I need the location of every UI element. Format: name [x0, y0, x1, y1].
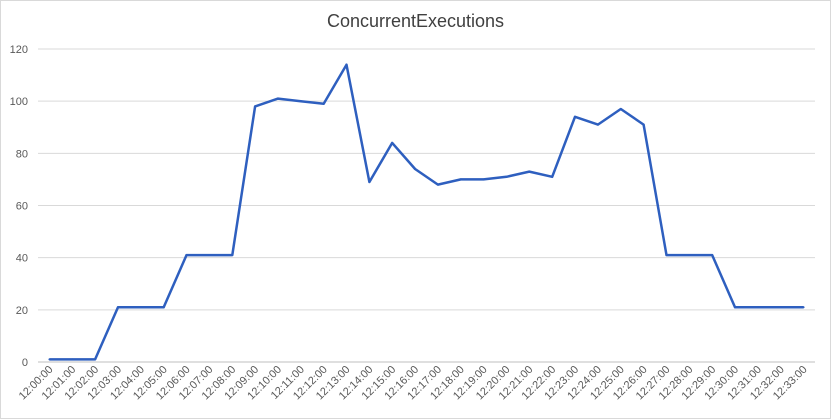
- data-point: [711, 254, 714, 257]
- data-point: [436, 183, 439, 186]
- data-point: [185, 254, 188, 257]
- data-point: [528, 170, 531, 173]
- gridlines: [38, 48, 815, 363]
- data-point: [574, 115, 577, 118]
- series-layer: [48, 63, 805, 361]
- data-point: [391, 141, 394, 144]
- data-point: [505, 175, 508, 178]
- data-point: [368, 181, 371, 184]
- data-point: [665, 254, 668, 257]
- data-point: [779, 306, 782, 309]
- y-tick-label: 40: [16, 253, 28, 265]
- data-point: [208, 254, 211, 257]
- data-point: [345, 63, 348, 66]
- data-point: [94, 358, 97, 361]
- y-tick-label: 0: [22, 357, 28, 369]
- data-point: [688, 254, 691, 257]
- data-point: [322, 102, 325, 105]
- data-point: [231, 254, 234, 257]
- data-point: [254, 105, 257, 108]
- data-point: [596, 123, 599, 126]
- data-point: [459, 178, 462, 181]
- data-point: [71, 358, 74, 361]
- y-tick-label: 60: [16, 201, 28, 213]
- data-point: [482, 178, 485, 181]
- data-point: [642, 123, 645, 126]
- series-line: [49, 63, 804, 361]
- y-tick-label: 100: [10, 96, 28, 108]
- data-point: [48, 358, 51, 361]
- data-point: [116, 306, 119, 309]
- data-point: [551, 175, 554, 178]
- y-tick-label: 120: [10, 44, 28, 56]
- chart-title: ConcurrentExecutions: [326, 11, 505, 31]
- data-point: [734, 306, 737, 309]
- data-point: [619, 107, 622, 110]
- data-point: [802, 306, 805, 309]
- y-axis-tick-labels: 0 20 40 60 80 100 120: [10, 44, 28, 369]
- data-point: [139, 306, 142, 309]
- x-axis-tick-labels: 12:00:0012:01:0012:02:0012:03:0012:04:00…: [17, 364, 810, 403]
- data-point: [414, 167, 417, 170]
- y-tick-label: 20: [16, 305, 28, 317]
- y-tick-label: 80: [16, 148, 28, 160]
- data-point: [299, 100, 302, 103]
- data-point: [162, 306, 165, 309]
- data-point: [756, 306, 759, 309]
- data-point: [276, 97, 279, 100]
